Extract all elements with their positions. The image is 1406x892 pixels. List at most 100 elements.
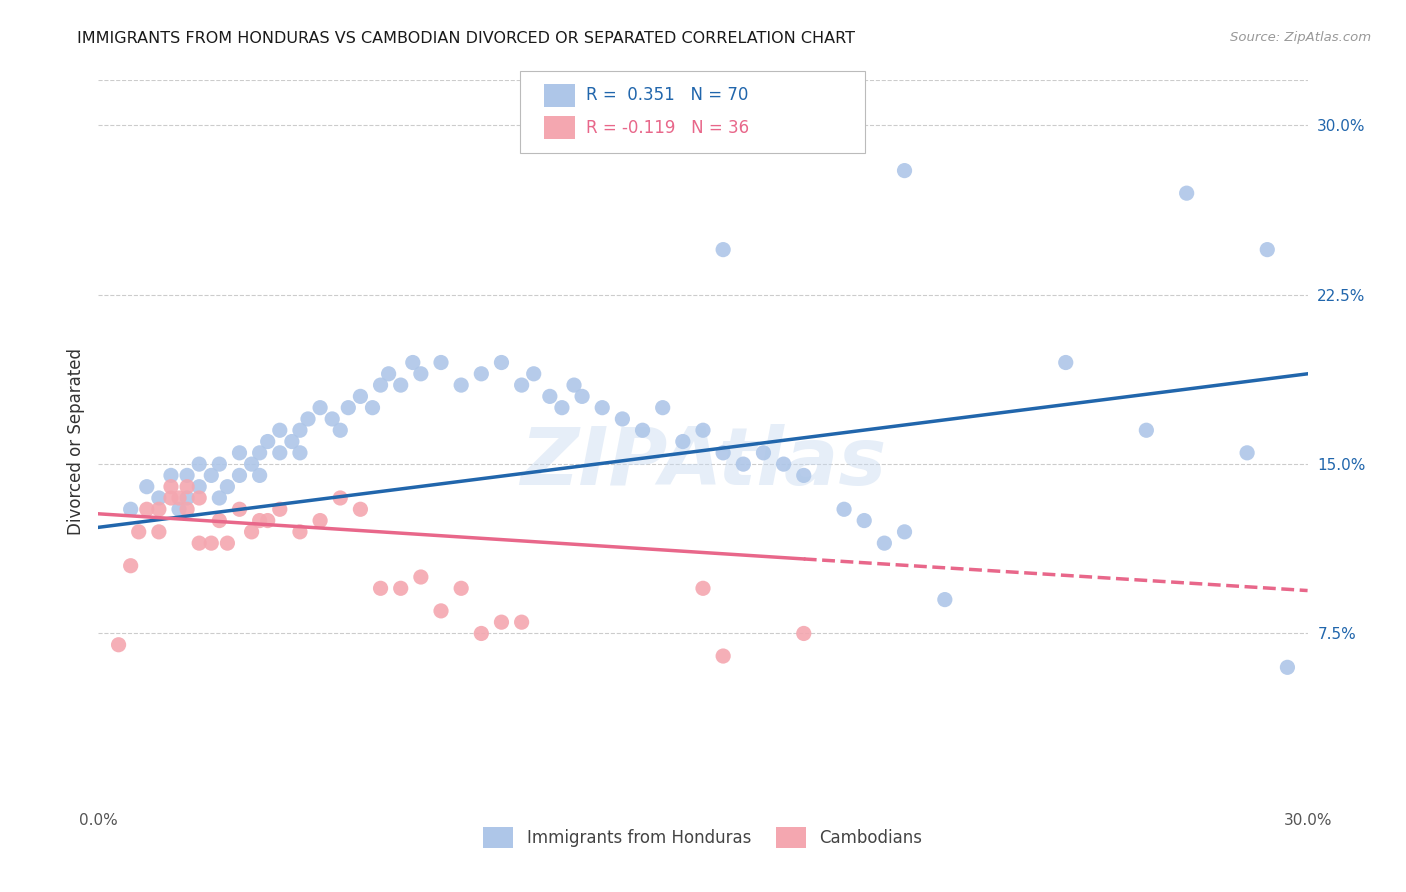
Point — [1236, 446, 1258, 460]
Point — [562, 378, 585, 392]
Point — [200, 536, 222, 550]
Point — [288, 423, 311, 437]
Point — [377, 367, 399, 381]
Point — [249, 514, 271, 528]
Point — [281, 434, 304, 449]
Point — [470, 626, 492, 640]
Y-axis label: Divorced or Separated: Divorced or Separated — [66, 348, 84, 535]
Point — [491, 355, 513, 369]
Point — [160, 480, 183, 494]
Point — [217, 536, 239, 550]
Point — [631, 423, 654, 437]
Point — [329, 491, 352, 505]
Point — [793, 468, 815, 483]
Point — [240, 524, 263, 539]
Text: R = -0.119   N = 36: R = -0.119 N = 36 — [586, 119, 749, 136]
Point — [256, 514, 278, 528]
Point — [893, 524, 915, 539]
Text: Source: ZipAtlas.com: Source: ZipAtlas.com — [1230, 31, 1371, 45]
Point — [148, 491, 170, 505]
Point — [337, 401, 360, 415]
Legend: Immigrants from Honduras, Cambodians: Immigrants from Honduras, Cambodians — [475, 819, 931, 856]
Point — [128, 524, 150, 539]
Point — [160, 468, 183, 483]
Point — [228, 468, 250, 483]
Point — [772, 457, 794, 471]
Point — [672, 434, 695, 449]
Point — [349, 502, 371, 516]
Point — [450, 582, 472, 596]
Point — [148, 502, 170, 516]
Point — [692, 582, 714, 596]
Point — [176, 468, 198, 483]
Point — [450, 378, 472, 392]
Point — [240, 457, 263, 471]
Point — [269, 423, 291, 437]
Point — [1256, 243, 1278, 257]
Point — [389, 378, 412, 392]
Point — [288, 446, 311, 460]
Point — [389, 582, 412, 596]
Point — [873, 536, 896, 550]
Point — [409, 367, 432, 381]
Point — [491, 615, 513, 630]
Point — [752, 446, 775, 460]
Point — [269, 502, 291, 516]
Point — [349, 389, 371, 403]
Point — [651, 401, 673, 415]
Point — [370, 378, 392, 392]
Point — [832, 502, 855, 516]
Text: ZIPAtlas: ZIPAtlas — [520, 425, 886, 502]
Point — [228, 502, 250, 516]
Point — [107, 638, 129, 652]
Point — [1054, 355, 1077, 369]
Point — [217, 480, 239, 494]
Point — [135, 480, 157, 494]
Point — [176, 491, 198, 505]
Point — [510, 615, 533, 630]
Point — [510, 378, 533, 392]
Point — [430, 355, 453, 369]
Point — [269, 446, 291, 460]
Point — [551, 401, 574, 415]
Point — [200, 468, 222, 483]
Point — [370, 582, 392, 596]
Point — [934, 592, 956, 607]
Point — [711, 648, 734, 663]
Point — [361, 401, 384, 415]
Point — [470, 367, 492, 381]
Point — [188, 480, 211, 494]
Point — [208, 457, 231, 471]
Point — [188, 457, 211, 471]
Point — [538, 389, 561, 403]
Point — [288, 524, 311, 539]
Point — [711, 243, 734, 257]
Point — [1277, 660, 1299, 674]
Point — [430, 604, 453, 618]
Point — [148, 524, 170, 539]
Point — [409, 570, 432, 584]
Point — [256, 434, 278, 449]
Point — [853, 514, 876, 528]
Point — [612, 412, 634, 426]
Point — [167, 491, 190, 505]
Point — [135, 502, 157, 516]
Point — [591, 401, 613, 415]
Point — [571, 389, 593, 403]
Point — [893, 163, 915, 178]
Text: R =  0.351   N = 70: R = 0.351 N = 70 — [586, 87, 748, 104]
Point — [120, 558, 142, 573]
Point — [160, 491, 183, 505]
Point — [309, 401, 332, 415]
Point — [167, 502, 190, 516]
Text: IMMIGRANTS FROM HONDURAS VS CAMBODIAN DIVORCED OR SEPARATED CORRELATION CHART: IMMIGRANTS FROM HONDURAS VS CAMBODIAN DI… — [77, 31, 855, 46]
Point — [1135, 423, 1157, 437]
Point — [188, 536, 211, 550]
Point — [523, 367, 546, 381]
Point — [297, 412, 319, 426]
Point — [249, 446, 271, 460]
Point — [176, 480, 198, 494]
Point — [1175, 186, 1198, 201]
Point — [176, 502, 198, 516]
Point — [309, 514, 332, 528]
